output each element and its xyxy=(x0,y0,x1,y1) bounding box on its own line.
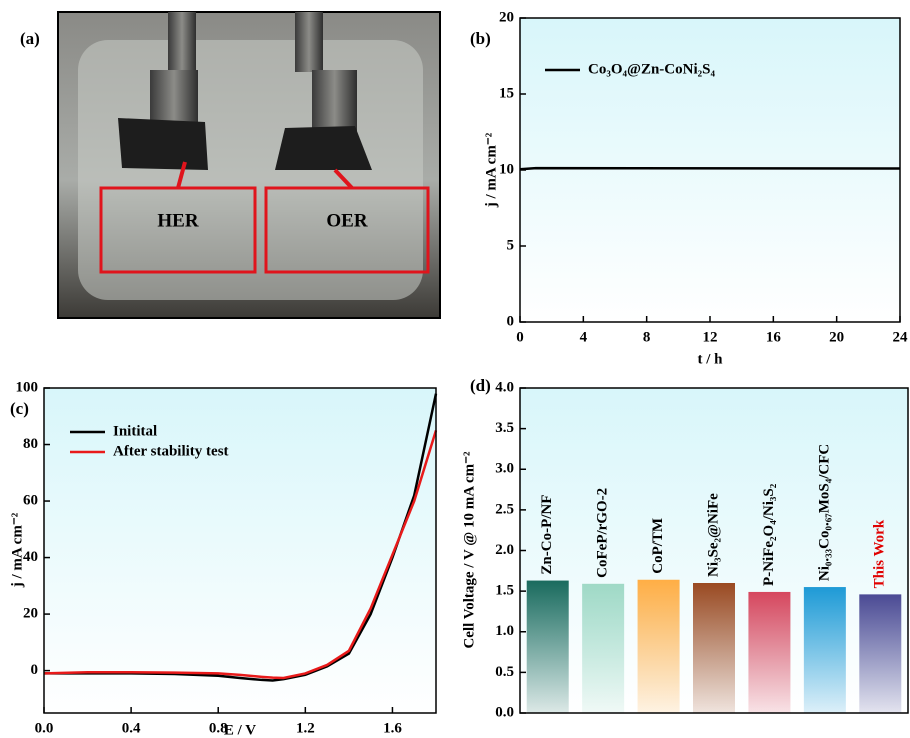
legend-label: Co₃O₄@Zn-CoNi₂S₄ xyxy=(588,61,715,77)
rod xyxy=(295,12,323,72)
plot-background xyxy=(520,18,900,322)
legend-label: Initital xyxy=(113,423,157,439)
foam-electrode xyxy=(275,126,372,170)
x-axis-label: t / h xyxy=(697,351,723,367)
annotation: OER xyxy=(326,210,367,231)
foam-electrode xyxy=(118,118,208,170)
y-tick-label: 80 xyxy=(23,436,38,452)
y-tick-label: 1.5 xyxy=(495,583,514,599)
bar xyxy=(803,587,846,713)
y-tick-label: 1.0 xyxy=(495,623,514,639)
y-tick-label: 2.5 xyxy=(495,501,514,517)
x-tick-label: 0.4 xyxy=(122,720,141,736)
y-axis-label: Cell Voltage / V @ 10 mA cm⁻² xyxy=(461,451,477,649)
x-tick-label: 16 xyxy=(766,329,782,345)
y-tick-label: 4.0 xyxy=(495,379,514,395)
panel-label: (b) xyxy=(470,29,491,48)
legend-label: After stability test xyxy=(113,443,229,459)
x-tick-label: 24 xyxy=(893,329,909,345)
x-tick-label: 20 xyxy=(829,329,844,345)
x-tick-label: 1.6 xyxy=(383,720,402,736)
y-tick-label: 60 xyxy=(23,492,38,508)
y-tick-label: 5 xyxy=(507,237,515,253)
oer-box xyxy=(264,186,430,274)
pointer xyxy=(176,161,187,189)
photo-panel: (a) HER OER xyxy=(20,11,441,319)
plot-frame xyxy=(519,17,901,323)
category-label: CoFeP/rGO-2 xyxy=(595,488,611,578)
y-tick-label: 3.5 xyxy=(495,420,514,436)
bar xyxy=(859,594,902,713)
her-box xyxy=(99,186,257,274)
category-label: Zn-Co-P/NF xyxy=(539,495,555,575)
y-tick-label: 0.5 xyxy=(495,664,514,680)
plot-frame xyxy=(519,387,909,714)
plot-background xyxy=(44,388,436,713)
y-tick-label: 2.0 xyxy=(495,542,514,558)
y-tick-label: 15 xyxy=(499,85,514,101)
category-label: This Work xyxy=(872,519,888,588)
y-tick-label: 3.0 xyxy=(495,461,514,477)
bar xyxy=(526,580,569,713)
category-label: CoP/TM xyxy=(650,518,666,574)
panel-label: (c) xyxy=(10,399,29,418)
pointer xyxy=(333,168,354,190)
bar xyxy=(693,583,735,713)
category-label: Ni₀.₃₃Co₀.₆₇MoS₄/CFC xyxy=(816,444,832,581)
x-tick-label: 4 xyxy=(580,329,588,345)
y-tick-label: 10 xyxy=(499,161,514,177)
annotation: HER xyxy=(157,210,198,231)
category-label: P-NiFe₂O₄/Ni₃S₂ xyxy=(761,483,777,586)
y-tick-label: 40 xyxy=(23,549,38,565)
x-tick-label: 0 xyxy=(516,329,524,345)
y-axis-label: j / mA cm⁻² xyxy=(483,132,499,208)
y-tick-label: 0 xyxy=(507,313,515,329)
y-tick-label: 0.0 xyxy=(495,704,514,720)
rod xyxy=(168,12,196,72)
y-axis-label: j / mA cm⁻² xyxy=(9,512,25,588)
data-line xyxy=(43,430,438,680)
x-tick-label: 8 xyxy=(643,329,651,345)
x-tick-label: 12 xyxy=(703,329,718,345)
bar xyxy=(582,583,625,713)
y-tick-label: 20 xyxy=(23,606,38,622)
x-tick-label: 0.8 xyxy=(209,720,228,736)
data-line xyxy=(44,393,438,682)
plot-frame xyxy=(43,387,437,714)
x-tick-label: 1.2 xyxy=(296,720,315,736)
panel-label: (a) xyxy=(20,29,40,48)
panel-label: (d) xyxy=(470,376,491,395)
bar xyxy=(748,591,791,713)
bar xyxy=(637,579,680,713)
category-label: Ni₃Se₂@NiFe xyxy=(705,493,721,577)
y-tick-label: 0 xyxy=(31,662,39,678)
x-axis-label: E / V xyxy=(224,722,256,738)
data-line xyxy=(519,166,901,171)
y-tick-label: 100 xyxy=(16,379,39,395)
y-tick-label: 20 xyxy=(499,9,514,25)
x-tick-label: 0.0 xyxy=(35,720,54,736)
